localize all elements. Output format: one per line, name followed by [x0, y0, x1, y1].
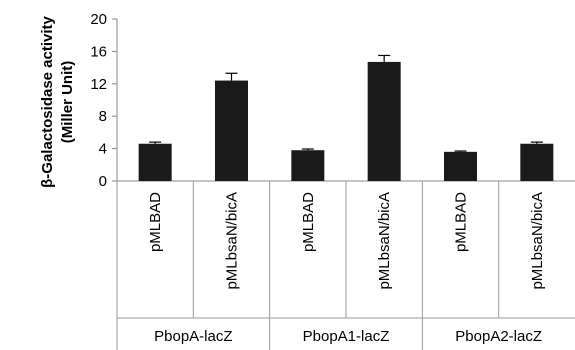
category-label: pMLbsaN/bicA: [529, 192, 546, 290]
group-label: PbopA2-lacZ: [455, 328, 542, 345]
category-label: pMLbsaN/bicA: [224, 192, 241, 290]
category-label: pMLBAD: [300, 192, 317, 252]
axes: [116, 19, 575, 350]
y-axis-ticks: 0 4 8 12 16 20: [90, 11, 117, 190]
group-labels: PbopA-lacZ PbopA1-lacZ PbopA2-lacZ: [154, 328, 542, 345]
y-tick-label: 8: [99, 108, 107, 125]
y-axis-label-line: (Miller Unit): [59, 61, 76, 144]
y-tick-label: 20: [90, 11, 107, 28]
bar: [520, 143, 554, 181]
group-label: PbopA-lacZ: [154, 328, 232, 345]
category-label: pMLBAD: [147, 192, 164, 252]
bar: [444, 151, 477, 181]
y-tick-label: 16: [90, 43, 107, 60]
bar: [367, 61, 401, 181]
y-axis-label: β-Galactosidase activity (Miller Unit): [39, 15, 76, 187]
bars: [138, 54, 554, 181]
group-label: PbopA1-lacZ: [303, 328, 390, 345]
y-tick-label: 4: [99, 141, 107, 158]
category-label: pMLBAD: [453, 192, 470, 252]
category-labels: pMLBAD pMLbsaN/bicA pMLBAD pMLbsaN/bicA pMLB…: [147, 192, 546, 290]
bar: [138, 143, 172, 181]
y-tick-label: 0: [99, 173, 107, 190]
category-label: pMLbsaN/bicA: [376, 192, 393, 290]
y-tick-label: 12: [90, 76, 107, 93]
y-axis-label-line: β-Galactosidase activity: [39, 15, 56, 187]
bar: [291, 150, 325, 181]
bar: [215, 80, 248, 181]
